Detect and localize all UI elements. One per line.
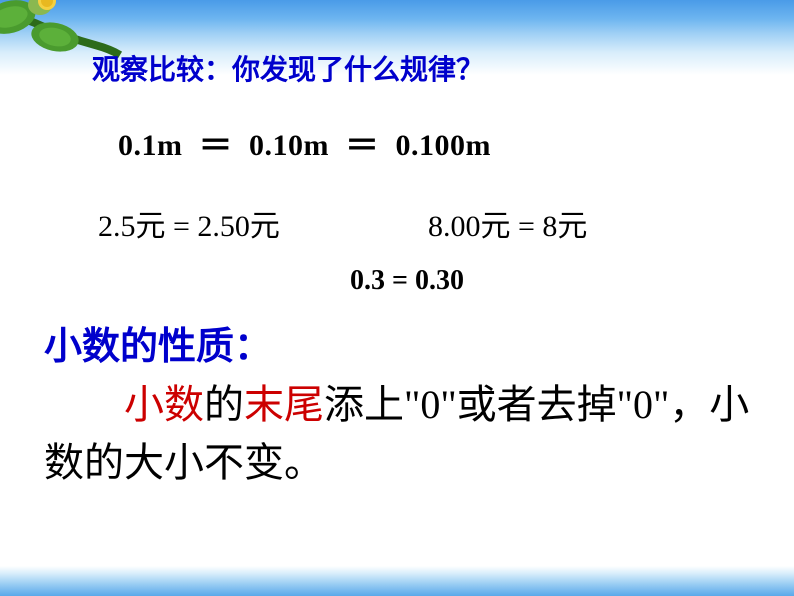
equation-decimal: 0.3 = 0.30: [20, 265, 794, 297]
property-word-decimal: 小数: [124, 382, 204, 427]
observation-heading: 观察比较：你发现了什么规律？: [92, 48, 794, 88]
eq1-sym2: ＝: [345, 128, 380, 165]
equation-yuan-row: 2.5元 = 2.50元 8.00元 = 8元: [98, 201, 794, 245]
eq1-b: 0.10m: [249, 129, 329, 162]
property-word-end: 末尾: [244, 382, 324, 427]
eq1-c: 0.100m: [396, 129, 492, 162]
property-text: 小数的末尾添上"0"或者去掉"0"，小数的大小不变。: [44, 376, 764, 492]
eq2-left: 2.5元 = 2.50元: [98, 201, 428, 245]
property-word-de: 的: [204, 382, 244, 427]
eq1-a: 0.1m: [118, 129, 183, 162]
eq2-right: 8.00元 = 8元: [428, 201, 587, 245]
property-heading: 小数的性质：: [44, 315, 794, 370]
sky-gradient-bottom: [0, 566, 794, 596]
equation-meters: 0.1m ＝ 0.10m ＝ 0.100m: [118, 118, 794, 167]
slide-content: 观察比较：你发现了什么规律？ 0.1m ＝ 0.10m ＝ 0.100m 2.5…: [0, 48, 794, 492]
eq1-sym1: ＝: [199, 128, 234, 165]
